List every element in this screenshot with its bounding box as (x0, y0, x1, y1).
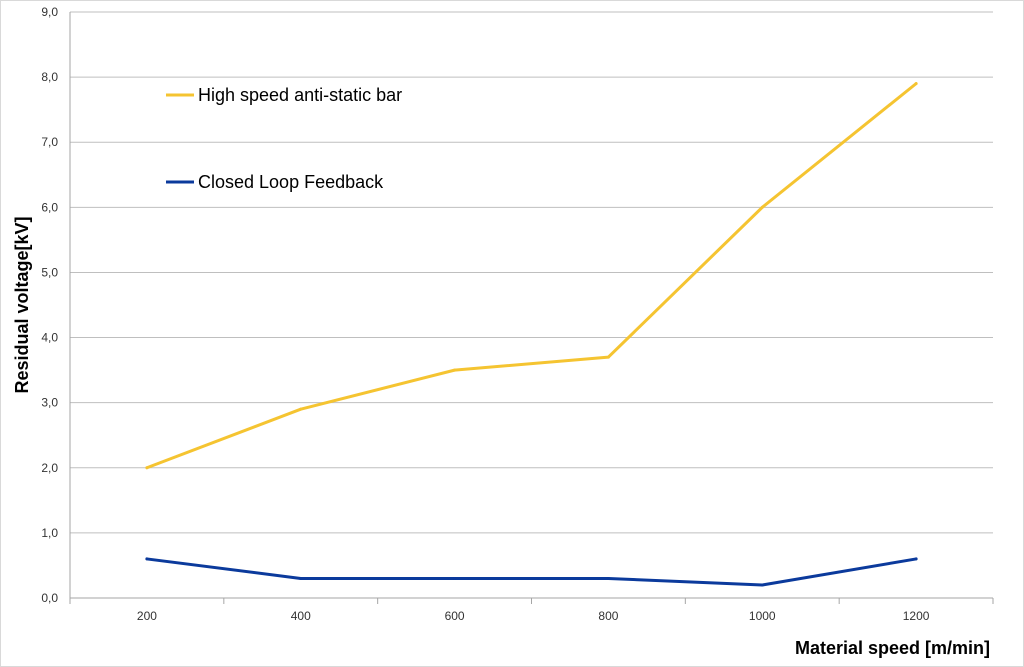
y-tick-label: 1,0 (41, 526, 58, 540)
x-tick-label: 200 (137, 609, 157, 623)
data-point (760, 205, 764, 209)
data-point (760, 583, 764, 587)
y-tick-label: 0,0 (41, 591, 58, 605)
y-tick-label: 6,0 (41, 200, 58, 214)
data-point (914, 557, 918, 561)
legend-label: High speed anti-static bar (198, 85, 402, 105)
legend: High speed anti-static bar Closed Loop Fe… (166, 85, 402, 192)
x-axis-ticks: 200 400 600 800 1000 1200 (137, 609, 930, 623)
y-axis-ticks: 0,0 1,0 2,0 3,0 4,0 5,0 6,0 7,0 8,0 9,0 (41, 5, 58, 605)
data-point (606, 355, 610, 359)
y-tick-label: 4,0 (41, 331, 58, 345)
series-line-2 (145, 557, 918, 587)
gridlines (69, 11, 994, 604)
y-tick-label: 3,0 (41, 396, 58, 410)
x-tick-label: 800 (598, 609, 618, 623)
y-tick-label: 5,0 (41, 265, 58, 279)
x-tick-label: 600 (445, 609, 465, 623)
y-tick-label: 7,0 (41, 135, 58, 149)
series-lines (145, 82, 918, 587)
data-point (606, 576, 610, 580)
data-point (453, 368, 457, 372)
series-line-1 (145, 82, 918, 470)
x-tick-label: 1200 (903, 609, 930, 623)
legend-label: Closed Loop Feedback (198, 172, 384, 192)
x-tick-label: 1000 (749, 609, 776, 623)
x-axis-title: Material speed [m/min] (795, 638, 990, 658)
data-point (145, 557, 149, 561)
data-point (453, 576, 457, 580)
data-point (914, 82, 918, 86)
x-tick-label: 400 (291, 609, 311, 623)
y-axis-title: Residual voltage[kV] (12, 216, 32, 393)
y-tick-label: 8,0 (41, 70, 58, 84)
data-point (145, 466, 149, 470)
data-point (299, 576, 303, 580)
y-tick-label: 2,0 (41, 461, 58, 475)
y-tick-label: 9,0 (41, 5, 58, 19)
data-point (299, 407, 303, 411)
